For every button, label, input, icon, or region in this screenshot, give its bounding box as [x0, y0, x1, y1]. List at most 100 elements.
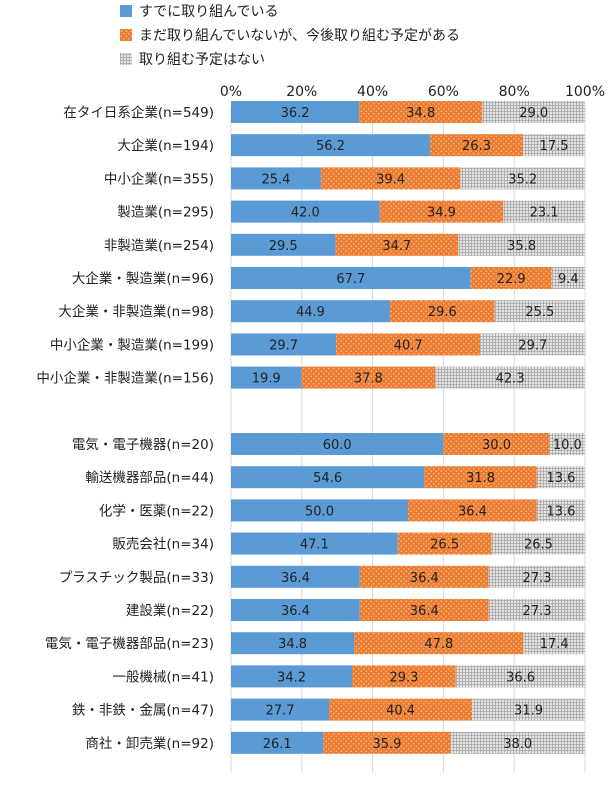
category-label: 電気・電子機器(n=20) [72, 437, 214, 453]
bar-segment [323, 731, 451, 754]
data-label: 38.0 [503, 737, 532, 752]
category-label: 大企業・非製造業(n=98) [58, 303, 214, 320]
bar-segment [482, 101, 585, 123]
data-label: 50.0 [305, 504, 334, 519]
category-label: 鉄・非鉄・金属(n=47) [72, 703, 214, 719]
data-label: 27.3 [523, 604, 552, 619]
data-label: 9.4 [558, 272, 579, 287]
bar-segment [301, 366, 436, 389]
data-label: 40.4 [386, 704, 415, 719]
data-label: 36.4 [458, 504, 487, 519]
data-label: 19.9 [252, 372, 281, 387]
bars: 36.2 34.8 29.0 56.2 26.3 17.5 25.4 39.4 35.2 42.0… [231, 101, 586, 754]
data-label: 29.6 [428, 305, 457, 320]
bar-segment [231, 366, 302, 389]
bar-segment [536, 466, 585, 489]
bar-segment [231, 300, 390, 323]
data-label: 30.0 [482, 438, 511, 453]
bar-segment [450, 731, 585, 754]
data-label: 31.8 [466, 471, 495, 486]
bar-segment [480, 333, 586, 356]
bar-segment [491, 532, 586, 555]
data-label: 31.9 [514, 704, 543, 719]
bar-segment [503, 200, 585, 223]
x-tick-label: 40% [357, 84, 388, 100]
data-label: 23.1 [530, 206, 559, 221]
x-tick-label: 60% [428, 84, 459, 100]
legend-swatch-1 [120, 5, 132, 17]
bar-segment [472, 698, 585, 721]
bar-segment [336, 333, 481, 356]
category-label: 製造業(n=295) [117, 205, 214, 221]
data-label: 17.4 [540, 637, 569, 652]
bar-segment [231, 167, 321, 190]
bar-segment [231, 565, 360, 588]
category-label: 中小企業・製造業(n=199) [50, 336, 214, 353]
data-label: 26.5 [430, 538, 459, 553]
bar-segment [359, 599, 489, 621]
bar-segment [494, 300, 585, 323]
data-label: 40.7 [394, 338, 423, 353]
data-label: 22.9 [497, 272, 526, 287]
bar-segment [359, 565, 489, 588]
data-label: 36.4 [410, 571, 439, 586]
category-labels: 在タイ日系企業(n=549) 大企業(n=194) 中小企業(n=355) 製造業(n… [36, 104, 214, 752]
data-label: 29.0 [519, 106, 548, 121]
bar-segment [231, 599, 360, 621]
bar-segment [389, 300, 495, 323]
data-label: 29.3 [389, 670, 418, 685]
x-tick-label: 0% [220, 84, 242, 100]
bar-segment [231, 698, 330, 721]
category-label: 販売会社(n=34) [112, 537, 214, 553]
bar-segment [354, 632, 524, 655]
legend-swatch-2 [120, 29, 132, 41]
data-label: 44.9 [296, 305, 325, 320]
data-label: 26.5 [524, 538, 553, 553]
bar-segment [231, 499, 408, 522]
category-label: 商社・卸売業(n=92) [85, 736, 214, 752]
category-label: 非製造業(n=254) [104, 238, 214, 254]
bar-segment [443, 433, 550, 455]
data-label: 17.5 [540, 139, 569, 154]
data-label: 54.6 [313, 471, 342, 486]
bar-segment [429, 134, 524, 157]
bar-segment [408, 499, 537, 522]
bar-segment [231, 200, 380, 223]
data-label: 42.0 [291, 206, 320, 221]
category-label: 在タイ日系企業(n=549) [63, 104, 214, 121]
bar-segment [231, 632, 355, 655]
bar-segment [231, 731, 324, 754]
bar-segment [458, 233, 585, 256]
bar-segment [359, 101, 483, 123]
data-label: 34.2 [277, 670, 306, 685]
bar-segment [488, 565, 586, 588]
legend-swatch-3 [120, 53, 132, 65]
category-label: 大企業(n=194) [117, 137, 214, 154]
data-label: 10.0 [553, 438, 582, 453]
data-label: 36.2 [281, 106, 310, 121]
data-label: 47.8 [424, 637, 453, 652]
bar-segment [460, 167, 585, 190]
data-label: 26.1 [263, 737, 292, 752]
bar-segment [231, 333, 337, 356]
bar-segment [523, 632, 585, 655]
data-label: 35.8 [507, 239, 536, 254]
bar-segment [231, 233, 336, 256]
bar-segment [231, 267, 471, 289]
data-label: 29.7 [518, 338, 547, 353]
bar-segment [551, 267, 585, 289]
data-label: 39.4 [376, 172, 405, 187]
bar-segment [536, 499, 585, 522]
bar-segment [424, 466, 537, 489]
data-label: 34.7 [382, 239, 411, 254]
legend-label-3: 取り組む予定はない [139, 52, 265, 68]
category-label: 大企業・製造業(n=96) [72, 270, 214, 287]
legend: すでに取り組んでいるまだ取り組んでいないが、今後取り組む予定がある取り組む予定は… [120, 4, 460, 68]
bar-segment [488, 599, 586, 621]
data-label: 60.0 [323, 438, 352, 453]
legend-label-2: まだ取り組んでいないが、今後取り組む予定がある [139, 28, 460, 44]
bar-segment [379, 200, 504, 223]
bar-segment [455, 665, 586, 688]
bar-segment [231, 433, 444, 455]
